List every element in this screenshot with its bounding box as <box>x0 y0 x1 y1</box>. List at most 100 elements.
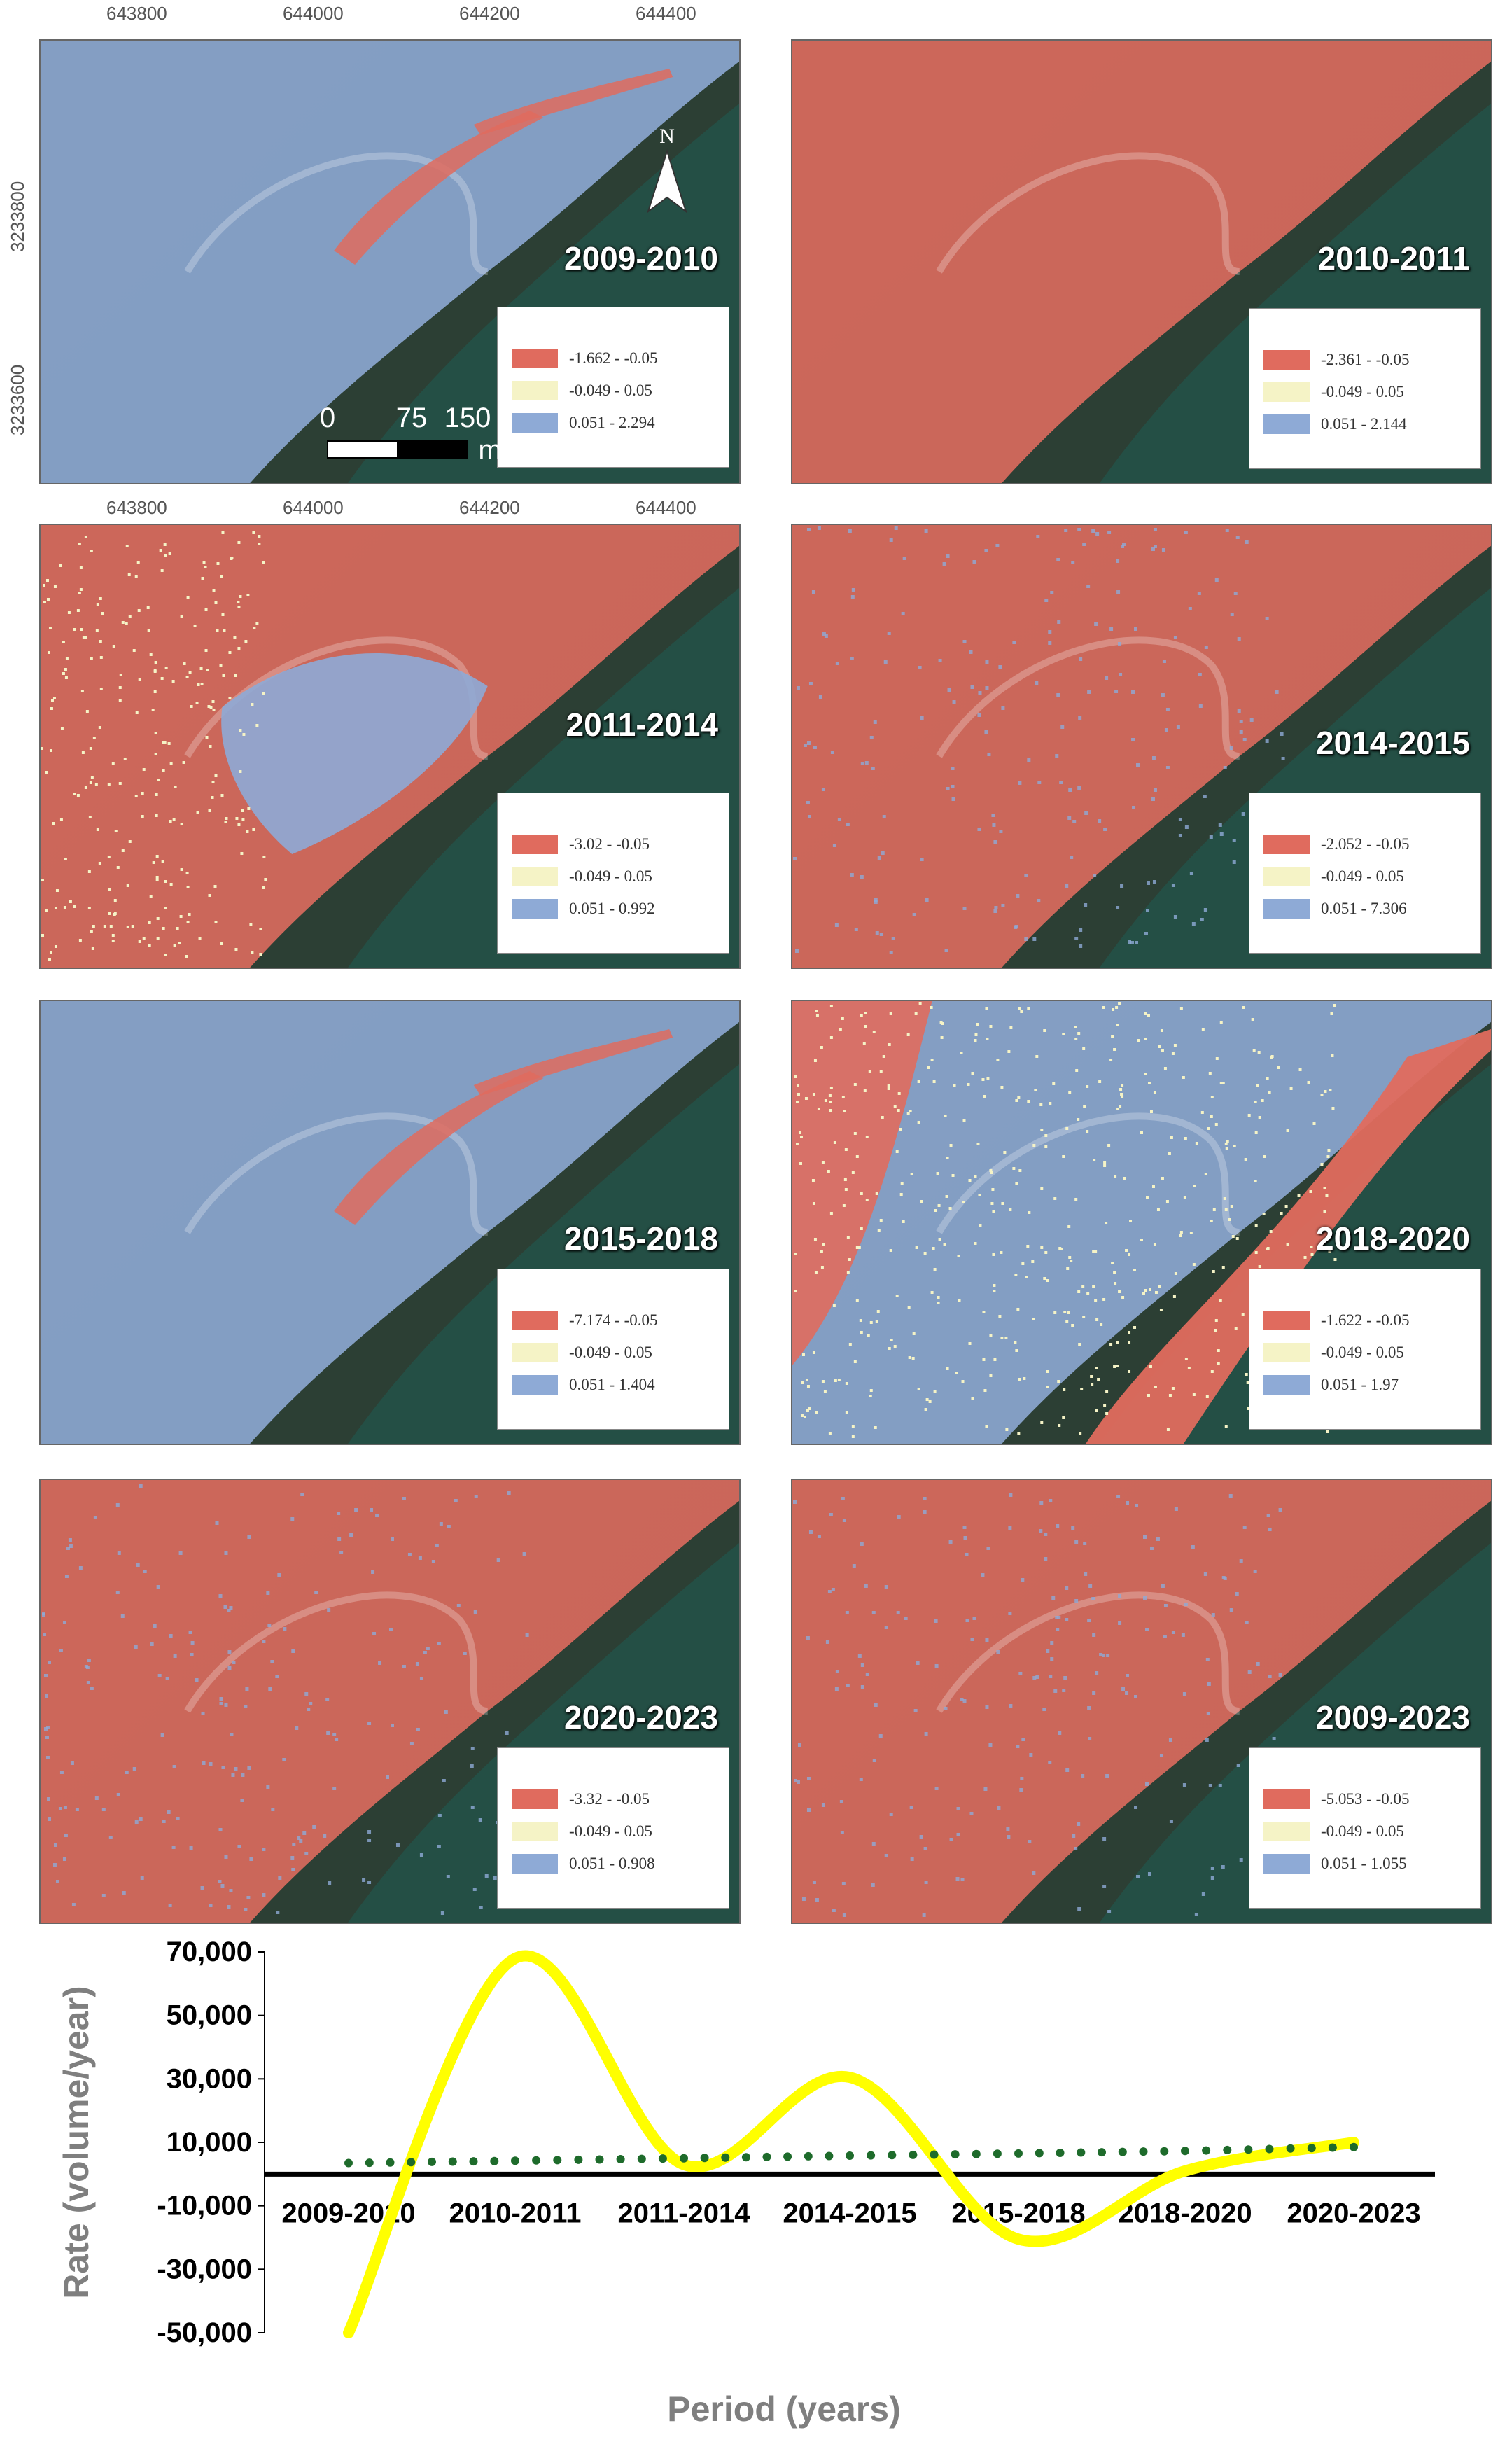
legend-swatch <box>1264 1822 1310 1841</box>
legend-row: 0.051 - 7.306 <box>1264 897 1407 921</box>
x-coord-top-1: 643800 <box>106 3 167 24</box>
trend-dot <box>1118 2147 1127 2156</box>
x-tick-label: 2010-2011 <box>449 2198 581 2228</box>
legend-row: -0.049 - 0.05 <box>1264 865 1404 888</box>
legend-swatch <box>512 835 558 854</box>
x-tick-label: 2011-2014 <box>617 2198 750 2228</box>
series-line <box>343 1950 1359 2338</box>
legend-row: 0.051 - 1.055 <box>1264 1852 1407 1876</box>
x-tick-label: 2014-2015 <box>783 2198 916 2228</box>
legend-row: 0.051 - 1.404 <box>512 1373 655 1397</box>
legend-row: 0.051 - 0.992 <box>512 897 655 921</box>
scale-unit: m <box>478 435 501 466</box>
map-panel-2014-2015: 2014-2015 -2.052 - -0.05 -0.049 - 0.05 0.05… <box>791 524 1492 969</box>
north-arrow-icon: N <box>647 125 687 214</box>
map-panel-2020-2023: 2020-2023 -3.32 - -0.05 -0.049 - 0.05 0.051… <box>39 1479 741 1924</box>
legend-text: 0.051 - 2.144 <box>1321 415 1407 433</box>
x-tick-label: 2020-2023 <box>1287 2198 1420 2228</box>
legend-row: -1.622 - -0.05 <box>1264 1309 1409 1332</box>
legend-swatch <box>512 349 558 368</box>
y-coord-1: 3233800 <box>7 181 28 252</box>
legend-swatch <box>512 1343 558 1362</box>
legend-swatch <box>512 1311 558 1330</box>
legend-row: -2.361 - -0.05 <box>1264 348 1409 372</box>
legend: -2.361 - -0.05 -0.049 - 0.05 0.051 - 2.144 <box>1249 308 1481 469</box>
y-tick-label: -30,000 <box>157 2254 252 2284</box>
trend-dot <box>951 2150 960 2159</box>
legend-text: 0.051 - 0.992 <box>569 900 655 917</box>
legend-text: -0.049 - 0.05 <box>569 867 652 885</box>
x-coord-bottom-2: 644000 <box>283 497 344 518</box>
legend-text: -0.049 - 0.05 <box>1321 867 1404 885</box>
period-label: 2009-2023 <box>1316 1699 1470 1736</box>
trend-dot <box>1077 2148 1086 2157</box>
map-panel-2011-2014: 2011-2014 -3.02 - -0.05 -0.049 - 0.05 0.051… <box>39 524 741 969</box>
trend-dot <box>1014 2149 1023 2158</box>
map-panel-2009-2023: 2009-2023 -5.053 - -0.05 -0.049 - 0.05 0.05… <box>791 1479 1492 1924</box>
legend-text: -1.622 - -0.05 <box>1321 1311 1410 1329</box>
trend-dot <box>1223 2145 1232 2154</box>
legend-swatch <box>512 1789 558 1809</box>
trend-dot <box>1307 2144 1316 2153</box>
trend-dot <box>365 2158 374 2168</box>
legend-text: -2.361 - -0.05 <box>1321 351 1410 368</box>
legend-swatch <box>1264 1311 1310 1330</box>
y-tick-label: 10,000 <box>167 2127 252 2158</box>
trend-dot <box>553 2156 562 2165</box>
series-point <box>1184 2170 1186 2172</box>
legend-row: -3.02 - -0.05 <box>512 832 650 856</box>
legend-text: -7.174 - -0.05 <box>569 1311 658 1329</box>
legend-row: -0.049 - 0.05 <box>512 379 652 403</box>
legend-text: -0.049 - 0.05 <box>569 1344 652 1361</box>
trend-dot <box>993 2149 1002 2158</box>
y-tick-label: 30,000 <box>167 2063 252 2094</box>
trend-dot <box>804 2151 813 2161</box>
legend-text: -5.053 - -0.05 <box>1321 1790 1410 1808</box>
legend-swatch <box>1264 382 1310 402</box>
legend-row: -3.32 - -0.05 <box>512 1787 650 1811</box>
x-tick-label: 2018-2020 <box>1118 2198 1252 2228</box>
legend-swatch <box>1264 414 1310 434</box>
legend: -2.052 - -0.05 -0.049 - 0.05 0.051 - 7.306 <box>1249 793 1481 954</box>
trend-dot <box>574 2155 583 2164</box>
trend-dot <box>1244 2145 1253 2154</box>
legend-text: 0.051 - 1.055 <box>1321 1855 1407 1872</box>
legend-text: 0.051 - 2.294 <box>569 414 655 431</box>
trend-dot <box>680 2154 688 2163</box>
trend-dot <box>741 2153 750 2162</box>
legend-swatch <box>512 899 558 919</box>
trend-dot <box>428 2157 436 2166</box>
legend-swatch <box>512 1375 558 1395</box>
map-panel-2018-2020: 2018-2020 -1.622 - -0.05 -0.049 - 0.05 0.05… <box>791 1000 1492 1445</box>
x-axis-title: Period (years) <box>667 2389 900 2429</box>
legend-row: -1.662 - -0.05 <box>512 347 657 370</box>
trend-dot <box>386 2158 395 2167</box>
legend-text: -0.049 - 0.05 <box>1321 1822 1404 1840</box>
trend-dot <box>637 2154 646 2163</box>
trend-dot <box>1056 2149 1065 2157</box>
legend-row: -2.052 - -0.05 <box>1264 832 1409 856</box>
legend: -5.053 - -0.05 -0.049 - 0.05 0.051 - 1.055 <box>1249 1747 1481 1909</box>
series-point <box>348 2332 349 2333</box>
legend-swatch <box>512 381 558 400</box>
period-label: 2014-2015 <box>1316 725 1470 761</box>
legend-text: -1.662 - -0.05 <box>569 349 658 367</box>
trend-dot <box>616 2155 625 2163</box>
trend-dot <box>490 2156 499 2165</box>
y-tick-label: 70,000 <box>167 1937 252 1967</box>
trend-dot <box>1160 2147 1169 2156</box>
legend-row: 0.051 - 0.908 <box>512 1852 655 1876</box>
map-panel-2009-2010: 2009-2010 -1.662 - -0.05 -0.049 - 0.05 0.05… <box>39 39 741 484</box>
legend-row: -0.049 - 0.05 <box>1264 1341 1404 1365</box>
legend-text: -0.049 - 0.05 <box>569 382 652 399</box>
y-coord-2: 3233600 <box>7 364 28 435</box>
period-label: 2010-2011 <box>1317 240 1470 277</box>
legend: -3.02 - -0.05 -0.049 - 0.05 0.051 - 0.992 <box>497 793 729 954</box>
legend-text: 0.051 - 1.404 <box>569 1376 655 1393</box>
legend-text: -0.049 - 0.05 <box>1321 1344 1404 1361</box>
legend-row: -0.049 - 0.05 <box>512 865 652 888</box>
y-tick-label: -10,000 <box>157 2191 252 2221</box>
legend: -1.622 - -0.05 -0.049 - 0.05 0.051 - 1.97 <box>1249 1269 1481 1430</box>
trend-dot <box>930 2150 939 2159</box>
legend-row: 0.051 - 2.294 <box>512 411 655 435</box>
